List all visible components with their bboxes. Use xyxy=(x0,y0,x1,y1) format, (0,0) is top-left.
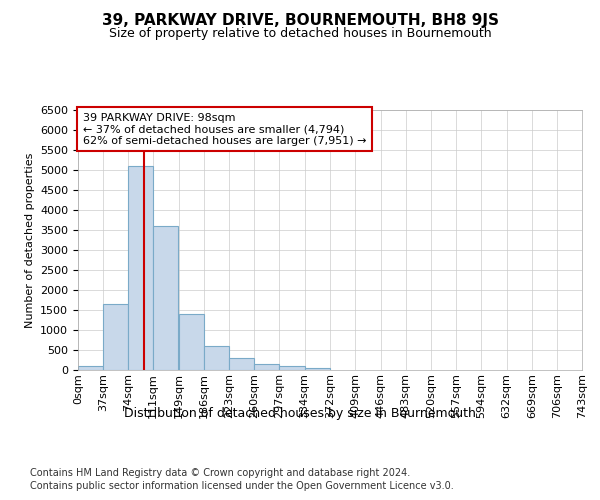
Bar xyxy=(103,304,128,370)
Y-axis label: Number of detached properties: Number of detached properties xyxy=(25,152,35,328)
Bar xyxy=(128,166,153,370)
Text: Contains public sector information licensed under the Open Government Licence v3: Contains public sector information licen… xyxy=(30,481,454,491)
Text: Distribution of detached houses by size in Bournemouth: Distribution of detached houses by size … xyxy=(124,408,476,420)
Text: Contains HM Land Registry data © Crown copyright and database right 2024.: Contains HM Land Registry data © Crown c… xyxy=(30,468,410,477)
Bar xyxy=(179,314,204,370)
Text: 39 PARKWAY DRIVE: 98sqm
← 37% of detached houses are smaller (4,794)
62% of semi: 39 PARKWAY DRIVE: 98sqm ← 37% of detache… xyxy=(83,112,367,146)
Bar xyxy=(153,226,178,370)
Bar xyxy=(254,364,280,370)
Bar xyxy=(229,358,254,370)
Text: Size of property relative to detached houses in Bournemouth: Size of property relative to detached ho… xyxy=(109,28,491,40)
Bar xyxy=(204,346,229,370)
Bar xyxy=(305,368,329,370)
Text: 39, PARKWAY DRIVE, BOURNEMOUTH, BH8 9JS: 39, PARKWAY DRIVE, BOURNEMOUTH, BH8 9JS xyxy=(101,12,499,28)
Bar xyxy=(280,366,305,370)
Bar xyxy=(78,366,103,370)
